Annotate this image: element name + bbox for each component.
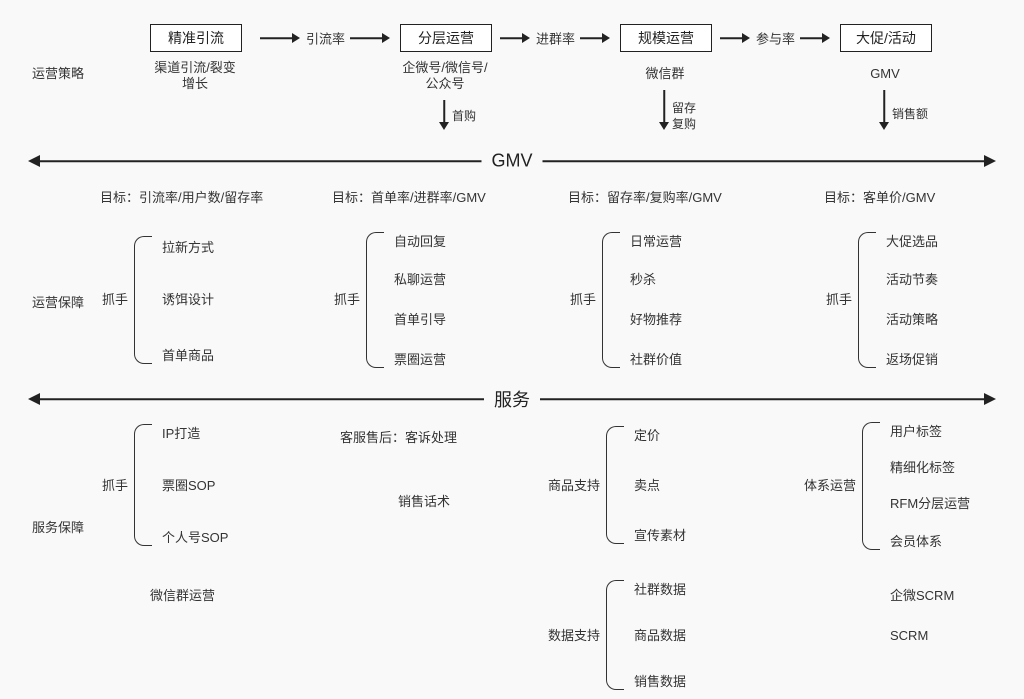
sv4a-item-2: RFM分层运营: [890, 496, 970, 512]
ops3-target-val: 留存率/复购率/GMV: [607, 190, 722, 205]
row-label-ops: 运营保障: [32, 295, 84, 311]
ops3-item-3: 社群价值: [630, 352, 682, 368]
down-label-4: 销售额: [892, 106, 928, 122]
ops1-item-1: 诱饵设计: [162, 292, 214, 308]
sv1-item-1: 票圈SOP: [162, 478, 215, 494]
ops3-target: 目标：留存率/复购率/GMV: [568, 190, 722, 206]
down-arrow-2: [438, 100, 450, 130]
ops2-target: 目标：首单率/进群率/GMV: [332, 190, 486, 206]
ops3-handle: 抓手: [570, 292, 596, 308]
sv3a-item-0: 定价: [634, 428, 660, 444]
ops3-item-0: 日常运营: [630, 234, 682, 250]
ops3-brace: [602, 232, 620, 368]
ops1-target-label: 目标：: [100, 190, 139, 205]
flow-label-2: 进群率: [536, 29, 575, 48]
sv4a-item-1: 精细化标签: [890, 460, 955, 476]
stage-box-2: 分层运营: [400, 24, 492, 52]
sv3b-label: 数据支持: [548, 628, 600, 644]
sv4b-item-1: SCRM: [890, 628, 928, 644]
flow-arrow-1a: [260, 30, 300, 46]
sv4a-item-3: 会员体系: [890, 534, 942, 550]
divider-service-label: 服务: [484, 386, 540, 412]
flow-label-3: 参与率: [756, 29, 795, 48]
ops4-target-val: 客单价/GMV: [863, 190, 935, 205]
ops2-handle: 抓手: [334, 292, 360, 308]
ops2-item-3: 票圈运营: [394, 352, 446, 368]
ops1-handle: 抓手: [102, 292, 128, 308]
sv3b-brace: [606, 580, 624, 690]
ops1-target: 目标：引流率/用户数/留存率: [100, 190, 263, 206]
flow-arrow-3a: [720, 30, 750, 46]
diagram-root: 运营策略 精准引流 分层运营 规模运营 大促/活动 引流率 进群率 参与率 渠道…: [0, 0, 1024, 699]
sv1-brace: [134, 424, 152, 546]
ops2-target-val: 首单率/进群率/GMV: [371, 190, 486, 205]
flow-arrow-1b: [350, 30, 390, 46]
ops4-target-label: 目标：: [824, 190, 863, 205]
ops4-handle: 抓手: [826, 292, 852, 308]
ops1-item-2: 首单商品: [162, 348, 214, 364]
divider-gmv: GMV: [28, 150, 996, 172]
stage-box-4: 大促/活动: [840, 24, 932, 52]
sv1-item-2: 个人号SOP: [162, 530, 228, 546]
sv3b-item-0: 社群数据: [634, 582, 686, 598]
ops2-target-label: 目标：: [332, 190, 371, 205]
ops3-item-1: 秒杀: [630, 272, 656, 288]
ops3-target-label: 目标：: [568, 190, 607, 205]
sv4a-brace: [862, 422, 880, 550]
ops4-item-3: 返场促销: [886, 352, 938, 368]
sv1-item-0: IP打造: [162, 426, 200, 442]
ops4-item-2: 活动策略: [886, 312, 938, 328]
down-arrow-4: [878, 90, 890, 130]
ops2-item-2: 首单引导: [394, 312, 446, 328]
ops4-brace: [858, 232, 876, 368]
ops1-item-0: 拉新方式: [162, 240, 214, 256]
ops4-item-1: 活动节奏: [886, 272, 938, 288]
stage-box-3: 规模运营: [620, 24, 712, 52]
sv3b-item-2: 销售数据: [634, 674, 686, 690]
ops3-item-2: 好物推荐: [630, 312, 682, 328]
sv3a-item-1: 卖点: [634, 478, 660, 494]
row-label-strategy: 运营策略: [32, 66, 84, 82]
flow-arrow-3b: [800, 30, 830, 46]
down-label-3: 留存 复购: [672, 100, 696, 132]
ops1-target-val: 引流率/用户数/留存率: [139, 190, 263, 205]
down-label-2: 首购: [452, 108, 476, 124]
flow-arrow-2a: [500, 30, 530, 46]
sv4a-item-0: 用户标签: [890, 424, 942, 440]
ops1-brace: [134, 236, 152, 364]
sv4b-item-0: 企微SCRM: [890, 588, 954, 604]
sv3a-label: 商品支持: [548, 478, 600, 494]
ops4-target: 目标：客单价/GMV: [824, 190, 935, 206]
stage-sub-3: 微信群: [620, 66, 710, 82]
sv3a-brace: [606, 426, 624, 544]
flow-label-1: 引流率: [306, 29, 345, 48]
ops2-item-0: 自动回复: [394, 234, 446, 250]
row-label-service: 服务保障: [32, 520, 84, 536]
down-arrow-3: [658, 90, 670, 130]
ops4-item-0: 大促选品: [886, 234, 938, 250]
sv2-line2: 销售话术: [398, 494, 450, 510]
stage-sub-4: GMV: [840, 66, 930, 82]
ops2-brace: [366, 232, 384, 368]
sv1-handle: 抓手: [102, 478, 128, 494]
sv2-line1: 客服售后：客诉处理: [340, 430, 457, 446]
sv4a-label: 体系运营: [804, 478, 856, 494]
sv1-extra: 微信群运营: [150, 588, 215, 604]
divider-gmv-label: GMV: [481, 151, 542, 172]
flow-arrow-2b: [580, 30, 610, 46]
stage-box-1: 精准引流: [150, 24, 242, 52]
divider-service: 服务: [28, 388, 996, 410]
ops2-item-1: 私聊运营: [394, 272, 446, 288]
stage-sub-2: 企微号/微信号/ 公众号: [390, 60, 500, 92]
sv3a-item-2: 宣传素材: [634, 528, 686, 544]
stage-sub-1: 渠道引流/裂变 增长: [140, 60, 250, 92]
sv3b-item-1: 商品数据: [634, 628, 686, 644]
